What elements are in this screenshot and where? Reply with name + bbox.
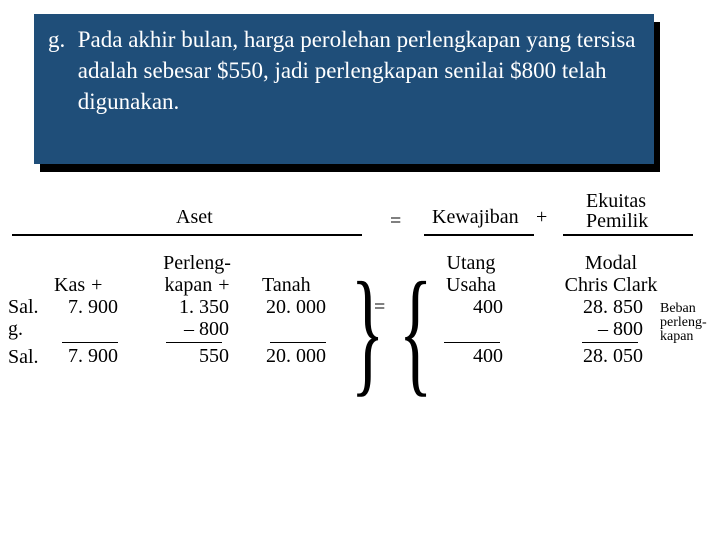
- perl-h1: Perleng-: [148, 252, 246, 274]
- modal-r3: 28. 050: [579, 345, 643, 367]
- equals2: =: [374, 296, 394, 318]
- kas-header: Kas: [54, 274, 85, 296]
- header-kewajiban: Kewajiban: [432, 206, 519, 229]
- header-ek-line: [563, 234, 693, 236]
- perl-r1: 1. 350: [165, 296, 229, 318]
- modal-r2: – 800: [579, 318, 643, 340]
- equals2-col: =: [374, 252, 394, 318]
- beban-l3: kapan: [660, 330, 720, 344]
- perl-r3: 550: [165, 345, 229, 367]
- header-aset: Aset: [176, 206, 213, 229]
- beban-l2: perleng-: [660, 316, 720, 330]
- header-equals: =: [390, 210, 401, 233]
- perl-plus: +: [212, 274, 229, 296]
- callout-label: g.: [48, 24, 72, 55]
- utang-h2: Usaha: [426, 274, 516, 296]
- tanah-r1: 20. 000: [262, 296, 326, 318]
- perl-h2: kapan: [164, 274, 212, 296]
- beban-col: Beban perleng- kapan: [660, 302, 720, 344]
- header-ekuitas-l2: Pemilik: [586, 210, 648, 233]
- modal-h2: Chris Clark: [556, 274, 666, 296]
- tanah-r3: 20. 000: [262, 345, 326, 367]
- header-plus: +: [536, 206, 547, 229]
- ledger-area: Aset = Kewajiban + Ekuitas Pemilik } { S…: [8, 190, 708, 412]
- modal-h1: Modal: [556, 252, 666, 274]
- perlengkapan-col: Perleng- kapan+ 1. 350 – 800 550: [148, 252, 246, 367]
- lbl-sal1: Sal.: [8, 296, 50, 318]
- tanah-rule: [270, 342, 326, 343]
- header-kew-line: [424, 234, 534, 236]
- tanah-col: Tanah 20. 000 20. 000: [262, 252, 340, 367]
- row-labels-col: Sal. g. Sal.: [8, 252, 50, 368]
- kas-col: Kas+ 7. 900 7. 900: [54, 252, 132, 367]
- modal-col: Modal Chris Clark 28. 850 – 800 28. 050: [556, 252, 666, 367]
- perl-r2: – 800: [165, 318, 229, 340]
- modal-rule: [582, 342, 638, 343]
- lbl-g: g.: [8, 318, 50, 340]
- lbl-sal2: Sal.: [8, 346, 50, 368]
- kas-rule: [62, 342, 118, 343]
- tanah-h2: Tanah: [262, 274, 340, 296]
- utang-r3: 400: [439, 345, 503, 367]
- header-aset-line: [12, 234, 362, 236]
- utang-r1: 400: [439, 296, 503, 318]
- table-body: } { Sal. g. Sal. Kas+ 7. 900 7. 900 Perl…: [8, 252, 708, 412]
- kas-plus: +: [85, 274, 102, 296]
- kas-r3: 7. 900: [54, 345, 118, 367]
- modal-r1: 28. 850: [579, 296, 643, 318]
- utang-col: Utang Usaha 400 400: [426, 252, 516, 367]
- beban-l1: Beban: [660, 302, 720, 316]
- utang-rule: [444, 342, 500, 343]
- utang-h1: Utang: [426, 252, 516, 274]
- header-row: Aset = Kewajiban + Ekuitas Pemilik: [8, 190, 708, 246]
- callout-box: g. Pada akhir bulan, harga perolehan per…: [34, 14, 654, 164]
- kas-r1: 7. 900: [54, 296, 118, 318]
- callout-text: Pada akhir bulan, harga perolehan perlen…: [78, 24, 638, 117]
- perl-rule: [166, 342, 222, 343]
